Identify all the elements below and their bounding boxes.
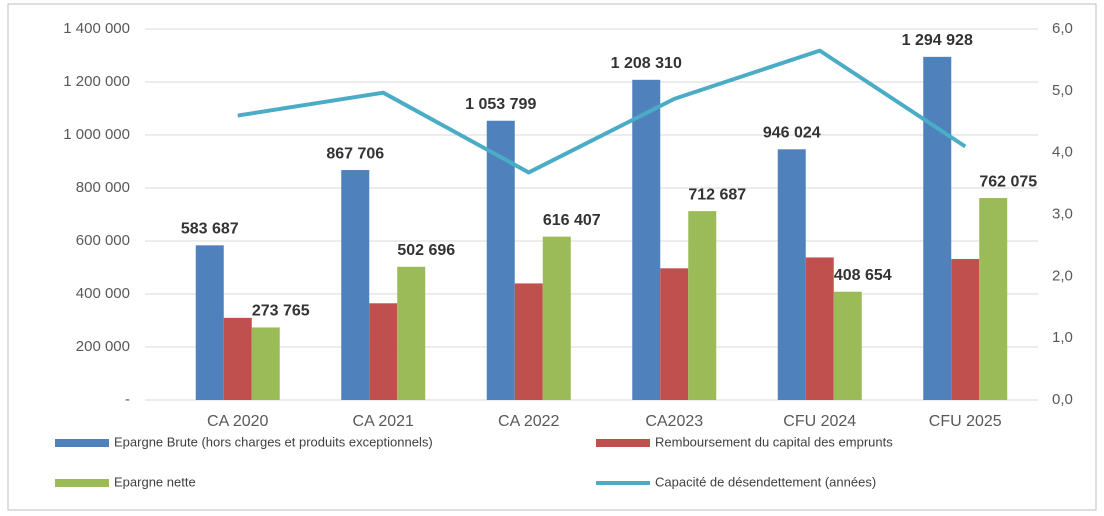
value-label: 502 696	[397, 242, 455, 259]
y2-tick-label: 5,0	[1052, 82, 1073, 99]
y2-tick-label: 1,0	[1052, 329, 1073, 346]
legend-swatch	[55, 439, 109, 447]
value-label: 583 687	[181, 221, 239, 238]
x-tick-label: CA2023	[645, 413, 703, 430]
bar	[542, 236, 571, 400]
value-label: 762 075	[979, 173, 1037, 190]
bar	[397, 266, 426, 400]
y-tick-label: 200 000	[76, 338, 130, 355]
value-label: 408 654	[834, 267, 892, 284]
x-tick-label: CFU 2024	[783, 413, 856, 430]
y-tick-label: 1 200 000	[63, 73, 130, 90]
legend-label: Epargne nette	[114, 474, 196, 489]
x-tick-label: CA 2021	[353, 413, 414, 430]
y-tick-label: 600 000	[76, 232, 130, 249]
legend-swatch	[596, 439, 650, 447]
bar	[251, 327, 280, 400]
y-tick-label: 800 000	[76, 179, 130, 196]
y-tick-label: -	[125, 391, 130, 408]
bar	[195, 245, 224, 400]
bar	[833, 291, 862, 400]
x-tick-label: CFU 2025	[929, 413, 1002, 430]
bar	[514, 283, 543, 400]
y2-tick-label: 4,0	[1052, 144, 1073, 161]
bar	[688, 211, 717, 400]
x-tick-label: CA 2020	[207, 413, 268, 430]
y-tick-label: 400 000	[76, 285, 130, 302]
legend-label: Remboursement du capital des emprunts	[655, 434, 893, 449]
bar	[979, 198, 1008, 400]
y2-tick-label: 2,0	[1052, 267, 1073, 284]
bar	[223, 317, 252, 400]
bar	[341, 170, 370, 400]
y2-tick-label: 0,0	[1052, 391, 1073, 408]
line	[237, 48, 967, 175]
bar	[923, 56, 952, 400]
bar	[632, 79, 661, 400]
bar	[369, 303, 398, 400]
y-tick-label: 1 400 000	[63, 20, 130, 37]
bar	[951, 259, 980, 400]
bar	[805, 257, 834, 400]
legend-label: Epargne Brute (hors charges et produits …	[114, 434, 433, 449]
value-label: 1 208 310	[611, 55, 682, 72]
y2-tick-label: 6,0	[1052, 20, 1073, 37]
value-label: 1 053 799	[465, 96, 536, 113]
bar	[660, 268, 689, 400]
bar	[777, 149, 806, 400]
y-tick-label: 1 000 000	[63, 126, 130, 143]
value-label: 1 294 928	[902, 32, 973, 49]
value-label: 946 024	[763, 125, 821, 142]
bar	[486, 120, 515, 401]
value-label: 867 706	[326, 145, 384, 162]
legend-swatch	[55, 479, 109, 487]
value-label: 712 687	[688, 186, 746, 203]
x-tick-label: CA 2022	[498, 413, 559, 430]
y2-tick-label: 3,0	[1052, 205, 1073, 222]
legend-label: Capacité de désendettement (années)	[655, 474, 876, 489]
value-label: 273 765	[252, 303, 310, 320]
value-label: 616 407	[543, 212, 601, 229]
